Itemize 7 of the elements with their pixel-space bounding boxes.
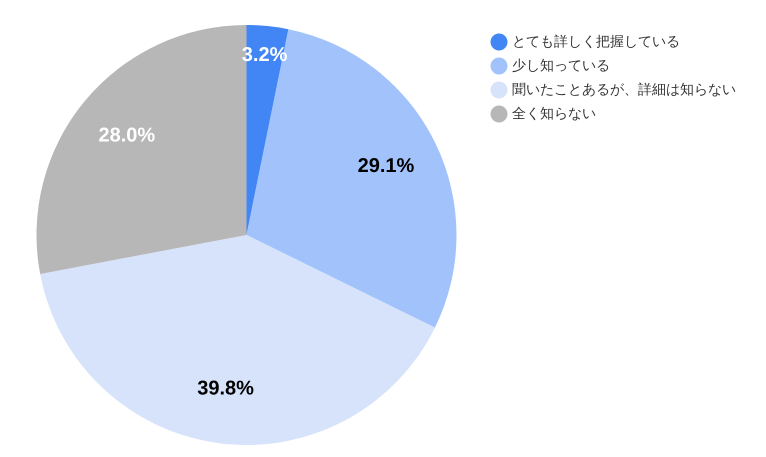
data-label: 39.8% [197,378,254,400]
legend-label: とても詳しく把握している [512,32,680,49]
legend-label: 全く知らない [512,104,596,121]
legend-label: 聞いたことあるが、詳細は知らない [512,80,736,97]
data-label: 28.0% [98,124,156,146]
legend-label: 少し知っている [512,56,610,73]
data-label: 29.1% [358,154,415,177]
